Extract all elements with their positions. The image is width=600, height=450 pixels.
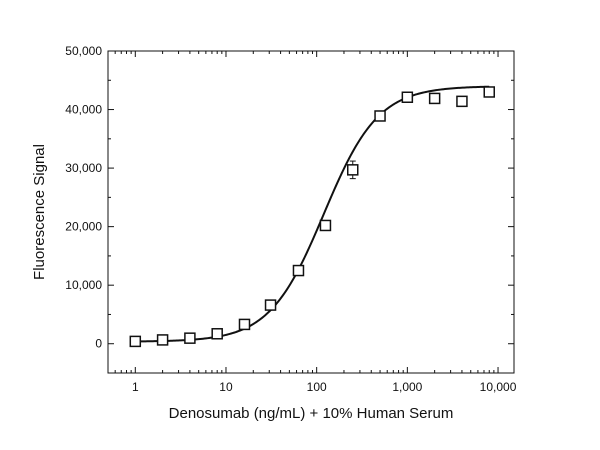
y-tick-label: 40,000 <box>65 103 102 117</box>
data-point <box>184 332 196 344</box>
y-tick-label: 10,000 <box>65 278 102 292</box>
data-point <box>347 164 359 176</box>
y-tick-label: 20,000 <box>65 220 102 234</box>
data-point <box>129 335 142 348</box>
plot-border <box>107 50 515 374</box>
y-tick-label: 0 <box>95 337 102 351</box>
data-point <box>319 219 332 232</box>
x-tick-label: 10 <box>219 380 233 394</box>
data-point <box>401 91 414 104</box>
x-axis-title: Denosumab (ng/mL) + 10% Human Serum <box>169 405 454 422</box>
plot-frame <box>107 50 515 374</box>
y-axis: 0 10,000 20,000 30,000 40,000 50,000 <box>65 44 514 374</box>
data-point <box>456 95 468 108</box>
x-tick-label: 1,000 <box>392 380 422 394</box>
data-point <box>264 299 277 311</box>
y-tick-label: 30,000 <box>65 161 102 175</box>
data-point <box>428 92 441 105</box>
data-point <box>238 318 251 331</box>
data-point <box>156 334 169 346</box>
x-tick-label: 100 <box>307 380 327 394</box>
data-point <box>374 110 386 122</box>
x-tick-label: 10,000 <box>480 380 517 394</box>
data-points <box>129 86 495 348</box>
data-point <box>483 86 495 98</box>
x-tick-label: 1 <box>132 380 139 394</box>
data-point <box>292 264 305 277</box>
fit-curve <box>135 85 490 343</box>
y-axis-title: Fluorescence Signal <box>31 144 48 280</box>
x-axis: 1 10 100 1,000 10,000 <box>107 51 517 394</box>
y-tick-label: 50,000 <box>65 44 102 58</box>
data-point <box>211 328 223 340</box>
